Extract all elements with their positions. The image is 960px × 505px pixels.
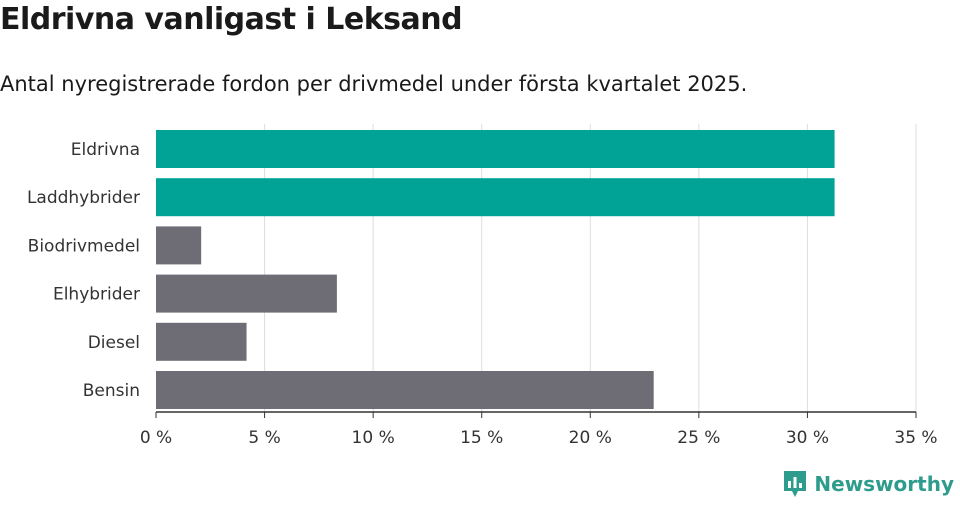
x-tick-label: 25 % <box>677 428 720 448</box>
category-label: Biodrivmedel <box>28 236 140 256</box>
x-tick-label: 0 % <box>140 428 172 448</box>
bars <box>156 130 835 409</box>
category-labels: Eldrivna Laddhybrider Biodrivmedel Elhybrid… <box>27 140 140 401</box>
brand-name: Newsworthy <box>814 472 954 496</box>
chart-subtitle: Antal nyregistrerade fordon per drivmede… <box>0 72 748 96</box>
x-tick-label: 10 % <box>352 428 395 448</box>
category-label: Eldrivna <box>71 140 140 160</box>
bar <box>156 274 337 313</box>
newsworthy-logo-icon <box>784 471 807 497</box>
x-tick-label: 5 % <box>248 428 280 448</box>
bar <box>156 371 654 409</box>
x-tick-label: 30 % <box>786 428 829 448</box>
bar <box>156 226 202 265</box>
chart-title: Eldrivna vanligast i Leksand <box>0 2 463 37</box>
brand-logo: Newsworthy <box>782 469 954 499</box>
category-label: Diesel <box>88 333 140 353</box>
x-tick-label: 35 % <box>894 428 937 448</box>
category-label: Laddhybrider <box>27 188 140 208</box>
category-label: Bensin <box>83 381 140 401</box>
bar <box>156 178 835 217</box>
gridlines <box>264 124 917 412</box>
x-axis: 0 % 5 % 10 % 15 % 20 % 25 % 30 % 35 % <box>140 411 938 448</box>
bar <box>156 322 247 361</box>
x-tick-label: 15 % <box>460 428 503 448</box>
x-tick-label: 20 % <box>569 428 612 448</box>
category-label: Elhybrider <box>53 285 140 305</box>
bar <box>156 130 835 168</box>
